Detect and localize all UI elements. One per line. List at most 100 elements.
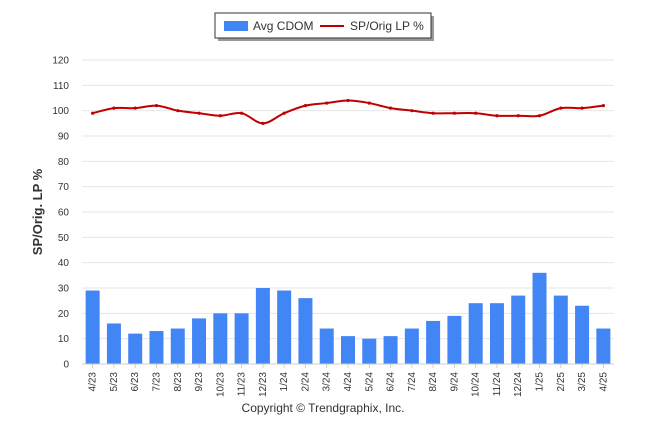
x-tick-label: 8/23 <box>173 372 184 392</box>
line-point <box>601 104 605 108</box>
bar <box>170 328 185 364</box>
y-tick-label: 70 <box>58 182 70 193</box>
bar <box>149 331 164 364</box>
bar <box>596 328 611 364</box>
bar <box>128 333 143 364</box>
y-tick-label: 80 <box>58 157 70 168</box>
line-point <box>176 109 180 113</box>
line-point <box>197 111 201 115</box>
y-tick-label: 110 <box>53 81 69 92</box>
line-point <box>367 101 371 105</box>
x-tick-label: 11/23 <box>237 372 248 397</box>
bar <box>85 290 100 364</box>
x-tick-label: 11/24 <box>492 372 503 397</box>
bar <box>298 298 313 364</box>
bar <box>255 288 270 364</box>
line-point <box>261 121 265 125</box>
y-tick-label: 0 <box>63 360 69 371</box>
line-point <box>303 104 308 108</box>
line-point <box>112 106 116 110</box>
x-tick-label: 5/24 <box>364 372 375 392</box>
copyright-footer: Copyright © Trendgraphix, Inc. <box>241 401 405 415</box>
line-point <box>474 111 478 115</box>
bar <box>532 272 547 364</box>
line-point <box>218 114 222 118</box>
x-tick-label: 7/23 <box>151 372 162 392</box>
bar <box>426 320 441 364</box>
x-tick-label: 8/24 <box>428 372 439 392</box>
x-tick-label: 1/25 <box>535 372 546 392</box>
bar-series <box>85 272 611 364</box>
line-point <box>325 101 329 105</box>
line-point <box>516 114 520 118</box>
x-tick-label: 10/24 <box>471 372 482 397</box>
gridlines <box>82 59 614 365</box>
bar <box>383 336 398 364</box>
bar <box>234 313 249 364</box>
line-point <box>346 98 350 103</box>
x-tick-label: 12/23 <box>258 372 269 397</box>
line-point <box>452 111 456 115</box>
x-tick-label: 6/23 <box>130 372 141 392</box>
line-point <box>133 106 137 110</box>
x-tick-label: 4/25 <box>598 372 609 392</box>
x-tick-label: 3/24 <box>322 372 333 392</box>
bar <box>489 303 504 364</box>
line-point <box>431 111 435 115</box>
bar <box>511 295 526 364</box>
x-axis-ticks: 4/23 5/23 6/23 7/23 8/23 9/23 10/23 11/23 12/23 1… <box>88 364 609 397</box>
y-tick-label: 40 <box>58 258 70 269</box>
y-tick-label: 50 <box>58 233 70 244</box>
line-point <box>410 109 414 113</box>
bar <box>447 315 462 364</box>
bar <box>277 290 292 364</box>
x-tick-label: 2/25 <box>556 372 567 392</box>
x-tick-label: 7/24 <box>407 372 418 392</box>
line-point <box>282 111 286 115</box>
y-axis-ticks: 0 10 20 30 40 50 60 70 80 90 100 110 120 <box>52 56 69 371</box>
bar <box>213 313 228 364</box>
bar <box>192 318 207 364</box>
y-tick-label: 90 <box>58 132 70 143</box>
line-point <box>91 111 95 115</box>
y-tick-label: 60 <box>58 208 70 219</box>
x-tick-label: 5/23 <box>109 372 120 392</box>
bar <box>404 328 419 364</box>
y-tick-label: 100 <box>52 106 69 117</box>
line-point <box>388 106 393 110</box>
legend-swatch-avg-cdom <box>224 21 248 31</box>
y-tick-label: 120 <box>52 56 69 67</box>
line-point <box>580 106 584 110</box>
x-tick-label: 1/24 <box>279 372 290 392</box>
x-tick-label: 4/23 <box>88 372 99 392</box>
legend-label-sp-orig-lp: SP/Orig LP % <box>350 19 424 33</box>
x-tick-label: 12/24 <box>513 372 524 397</box>
bar <box>553 295 568 364</box>
x-tick-label: 3/25 <box>577 372 588 392</box>
line-point <box>537 114 542 118</box>
line-point <box>240 111 244 115</box>
y-tick-label: 30 <box>58 284 70 295</box>
bar <box>362 338 377 364</box>
bar <box>341 336 355 364</box>
x-tick-label: 2/24 <box>300 372 311 392</box>
line-point <box>559 106 563 110</box>
legend: Avg CDOM SP/Orig LP % <box>214 12 434 41</box>
legend-label-avg-cdom: Avg CDOM <box>253 19 313 33</box>
line-path <box>92 99 604 125</box>
bar <box>319 328 334 364</box>
x-tick-label: 9/24 <box>449 372 460 392</box>
y-tick-label: 10 <box>58 334 70 345</box>
x-tick-label: 6/24 <box>386 372 397 392</box>
line-series <box>91 98 605 125</box>
y-axis-label: SP/Orig. LP % <box>30 168 45 255</box>
bar <box>106 323 121 364</box>
bar <box>468 303 483 364</box>
bar <box>575 305 590 364</box>
line-point <box>154 104 159 108</box>
x-tick-label: 10/23 <box>215 372 226 397</box>
line-point <box>495 114 499 118</box>
y-tick-label: 20 <box>58 309 70 320</box>
x-tick-label: 9/23 <box>194 372 205 392</box>
